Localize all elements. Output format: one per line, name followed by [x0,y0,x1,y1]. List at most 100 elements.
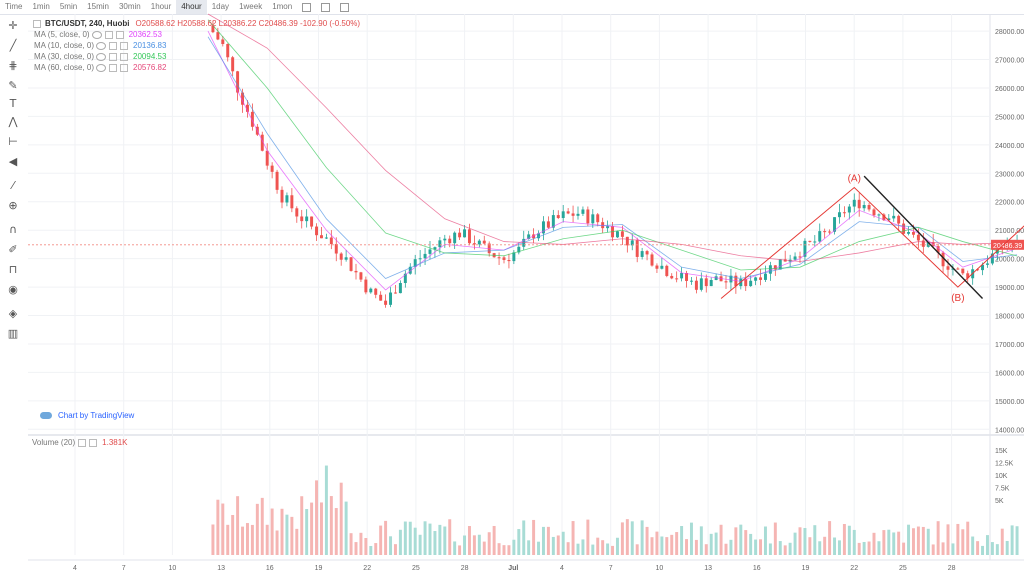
volume-bar [226,524,230,555]
volume-bar [867,541,871,555]
volume-bar [611,545,615,555]
candle-body [907,232,911,234]
volume-legend: Volume (20) 1.381K [32,438,128,447]
lock-icon[interactable]: ⊓ [8,263,18,276]
volume-bar [704,544,708,555]
candle-body [882,214,886,221]
eye-icon[interactable] [96,41,107,50]
volume-bar [675,532,679,555]
volume-bar [561,531,565,555]
lock-drawing-icon[interactable]: ✐ [8,243,18,256]
prediction-tool-icon[interactable]: ⊢ [8,135,18,148]
settings-box-icon[interactable] [78,438,87,447]
candle-body [635,240,639,257]
candle-body [398,283,402,294]
price-tick-label: 17000.00 [995,342,1024,349]
ma-legend-row: MA (10, close, 0) 20136.83 [30,40,360,51]
eye-icon[interactable]: ◉ [8,283,18,296]
time-tick-label: 10 [169,565,177,572]
settings-box-icon[interactable] [109,63,118,72]
ma-label: MA (60, close, 0) [34,63,95,72]
candle-body [324,237,328,239]
candle-body [285,195,289,203]
timeframe-1min[interactable]: 1min [32,2,50,11]
eye-icon[interactable] [96,63,107,72]
settings-box-icon[interactable] [104,30,113,39]
volume-bar [783,545,787,555]
settings-box-icon[interactable] [109,52,118,61]
timeframe-1day[interactable]: 1day [211,2,230,11]
price-tick-label: 23000.00 [995,171,1024,178]
tradingview-watermark[interactable]: Chart by TradingView [40,411,134,420]
time-tick-label: 13 [217,565,225,572]
timeframe-4hour[interactable]: 4hour [176,0,207,14]
volume-bar [823,536,827,555]
volume-bar [995,544,999,555]
candle-body [339,253,343,260]
candle-body [556,215,560,219]
timeframe-1mon[interactable]: 1mon [272,2,293,11]
candle-body [315,226,319,236]
back-arrow-icon[interactable]: ◀ [8,155,18,168]
timeframe-time[interactable]: Time [5,2,23,11]
close-box-icon[interactable] [115,30,124,39]
candle-body [216,32,220,40]
volume-bar [981,545,985,555]
candle-body [685,272,689,281]
candle-body [438,240,442,248]
volume-bar [620,522,624,555]
volume-bar [551,536,555,555]
timeframe-15min[interactable]: 15min [87,2,109,11]
trendline-tool-icon[interactable]: ╱ [9,39,17,52]
ma-value: 20362.53 [128,30,162,39]
candle-body [448,238,452,244]
ruler-icon[interactable]: ⁄ [12,179,14,192]
crosshair-icon[interactable]: ✛ [8,19,18,32]
candle-body [990,253,994,264]
timeframe-30min[interactable]: 30min [118,2,141,11]
pattern-tool-icon[interactable]: ⋀ [8,115,18,128]
magnet-icon[interactable]: ∩ [8,223,18,236]
volume-tick-label: 15K [995,448,1008,455]
close-box-icon[interactable] [120,52,129,61]
timeframe-1hour[interactable]: 1hour [150,2,172,11]
volume-bar [398,529,402,555]
volume-bar [902,542,906,555]
close-box-icon[interactable] [120,63,129,72]
candle-body [532,234,536,239]
volume-bar [359,532,363,555]
volume-bar [541,526,545,555]
volume-bar [601,540,605,555]
volume-bar [482,541,486,555]
timeframe-5min[interactable]: 5min [59,2,78,11]
volume-tick-label: 5K [995,498,1004,505]
close-box-icon[interactable] [120,41,129,50]
layers-icon[interactable]: ◈ [8,307,18,320]
candle-body [808,240,812,242]
volume-bar [857,542,861,555]
price-tick-label: 16000.00 [995,370,1024,377]
candle-body [596,214,600,223]
volume-bar [931,544,935,555]
brush-tool-icon[interactable]: ✎ [8,79,18,92]
timeframe-1week[interactable]: 1week [239,2,263,11]
zoom-icon[interactable]: ⊕ [8,199,18,212]
ohlc-readout: O20588.62 H20588.62 L20386.22 C20486.39 … [135,19,361,28]
volume-bar [556,535,560,555]
fullscreen-icon[interactable] [340,2,350,12]
trash-icon[interactable]: ▥ [7,327,19,340]
close-box-icon[interactable] [89,438,98,447]
expand-icon[interactable] [33,19,41,28]
candle-body [744,279,748,287]
settings-box-icon[interactable] [109,41,118,50]
fib-tool-icon[interactable]: ⋕ [8,59,18,72]
text-tool-icon[interactable]: T [9,97,17,110]
volume-bar [882,530,886,555]
settings-icon[interactable] [321,2,331,12]
eye-icon[interactable] [91,30,102,39]
eye-icon[interactable] [96,52,107,61]
volume-bar [522,520,526,555]
indicators-icon[interactable] [302,2,312,12]
candle-body [694,280,698,290]
